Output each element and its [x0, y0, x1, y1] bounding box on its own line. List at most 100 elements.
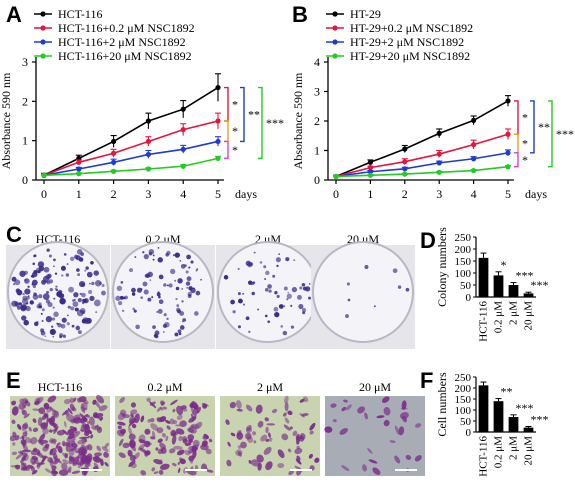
colony: [265, 270, 270, 276]
stained-cell: [193, 404, 199, 410]
colony: [166, 284, 169, 287]
stained-cell: [72, 459, 81, 467]
stained-cell: [104, 442, 109, 449]
y-axis-title: Cell numbers: [435, 372, 449, 437]
y-axis-title: Absorbance 590 nm: [0, 72, 13, 169]
stained-cell: [398, 426, 405, 436]
colony: [86, 317, 92, 324]
y-axis-title: Absorbance 590 nm: [291, 72, 305, 169]
colony: [58, 293, 65, 299]
colony: [124, 295, 128, 300]
data-point: [505, 98, 511, 104]
x-tick-label: 1: [367, 187, 373, 201]
stained-cell: [284, 395, 289, 404]
colony: [11, 276, 17, 282]
significance-bracket: [514, 100, 519, 135]
stained-cell: [77, 451, 86, 459]
stained-cell: [252, 431, 257, 436]
colony: [140, 296, 143, 299]
stained-cell: [12, 431, 17, 438]
legend-label: HCT-116+20 μM NSC1892: [58, 49, 192, 63]
stained-cell: [58, 469, 69, 476]
x-tick-label: 0.2 μM: [493, 301, 505, 333]
colony: [193, 287, 195, 290]
stained-cell: [394, 425, 400, 435]
colony: [172, 254, 175, 257]
stained-cell: [188, 416, 197, 423]
data-point: [145, 166, 151, 172]
colony: [268, 289, 272, 293]
colony: [175, 297, 178, 301]
stained-cell: [81, 437, 86, 445]
series-line: [43, 157, 219, 177]
stained-cell: [150, 423, 159, 431]
x-tick-label: 2 μM: [508, 301, 520, 325]
stained-cell: [271, 408, 278, 414]
data-point: [111, 159, 117, 165]
stained-cell: [172, 408, 176, 413]
stained-cell: [177, 467, 181, 474]
colony: [283, 286, 288, 291]
colony: [95, 311, 98, 314]
colony: [67, 305, 71, 309]
colony: [24, 288, 31, 295]
colony: [347, 298, 351, 302]
series-line: [335, 152, 509, 178]
stained-cell: [56, 430, 66, 436]
stained-cell: [24, 400, 28, 404]
colony: [134, 256, 137, 259]
significance-bracket: [514, 133, 519, 154]
stained-cell: [117, 425, 122, 430]
stained-cell: [186, 469, 197, 476]
y-tick-label: 100: [455, 405, 472, 417]
series-line: [43, 86, 219, 176]
colony: [272, 274, 276, 278]
stained-cell: [357, 406, 366, 414]
colony: [25, 303, 27, 305]
colony: [18, 302, 22, 306]
colony: [185, 281, 191, 286]
image-label: HCT-116: [38, 380, 82, 394]
data-point: [333, 173, 339, 180]
y-tick-label: 0: [466, 427, 472, 439]
stained-cell: [283, 424, 291, 431]
x-tick-label: 4: [180, 187, 186, 201]
y-tick-label: 4: [314, 55, 320, 69]
petri-dish: [112, 241, 214, 343]
stained-cell: [194, 421, 203, 430]
colony: [151, 296, 154, 299]
colony: [65, 273, 70, 277]
stained-cell: [130, 409, 138, 415]
colony: [249, 262, 254, 267]
colony: [36, 303, 42, 309]
colony: [136, 287, 143, 293]
stained-cell: [11, 451, 18, 456]
colony: [55, 288, 59, 292]
stained-cell: [73, 417, 82, 424]
stained-cell: [98, 405, 108, 412]
stained-cell: [69, 397, 75, 404]
stained-cell: [118, 438, 124, 447]
colony: [166, 317, 169, 321]
data-point: [436, 151, 442, 157]
x-axis-title: days: [525, 187, 547, 201]
stained-cell: [201, 403, 209, 407]
colony: [163, 283, 167, 287]
data-point: [76, 166, 82, 172]
colony: [405, 287, 410, 292]
colony: [264, 288, 269, 292]
colony: [77, 273, 81, 277]
colony: [80, 252, 84, 256]
colony: [73, 298, 76, 301]
stained-cell: [364, 412, 368, 420]
colony: [101, 283, 105, 287]
stained-cell: [289, 426, 293, 430]
colony: [177, 329, 182, 334]
stained-cell: [151, 467, 156, 472]
stained-cell: [287, 448, 292, 453]
colony: [91, 281, 95, 286]
y-tick-label: 3: [22, 55, 28, 69]
colony: [250, 281, 255, 286]
